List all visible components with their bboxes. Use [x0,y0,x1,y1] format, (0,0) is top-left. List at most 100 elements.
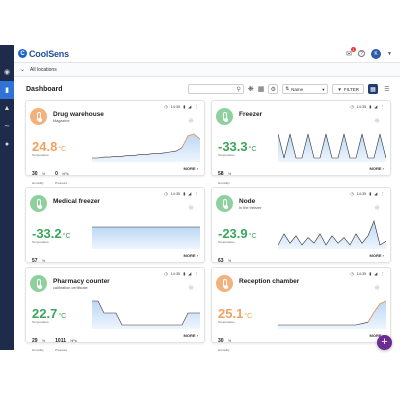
more-label: MORE [369,253,382,258]
bell-icon: ▲ [3,104,11,112]
temperature-reading: 22.7°C [32,306,66,321]
avatar[interactable]: K [371,48,382,59]
temperature-sparkline [92,226,200,249]
rail-item-locations[interactable]: ◉ [0,63,14,81]
more-button[interactable]: MORE › [369,253,384,258]
temperature-sparkline [278,133,386,162]
sensor-card[interactable]: Pharmacy counter calibration certificate ◷… [25,267,205,352]
sort-label: Name [291,86,304,92]
sensor-card[interactable]: Reception chamber ◷ 14:35 ▮ ◢ ⋮ ❋ 25.1°C Tempera… [211,267,391,352]
sensor-status: ◷ 14:35 ▮ ◢ ⋮ [164,271,198,277]
temperature-sparkline [278,220,386,249]
sensor-name: Pharmacy counter [53,278,110,285]
rail-item-users[interactable]: ● [0,135,14,153]
temperature-reading: 24.8°C [32,139,66,154]
sensor-status: ◷ 14:35 ▮ ◢ ⋮ [350,271,384,277]
temperature-reading: -33.3°C [218,139,257,154]
battery-icon: ▮ [369,192,372,196]
kebab-menu-icon[interactable]: ⋮ [194,105,198,109]
sensor-status: ◷ 14:35 ▮ ◢ ⋮ [350,104,384,110]
add-sensor-button[interactable]: + [377,335,392,350]
help-icon[interactable]: ? [358,50,366,57]
list-view-button[interactable]: ☰ [382,84,392,94]
leaf-filter-icon[interactable]: ❋ [247,86,254,93]
temperature-value: -33.3 [218,139,248,154]
logo-mark-icon: C [18,49,27,58]
rail-item-alerts[interactable]: ▲ [0,99,14,117]
sensor-stats: 58 % Humidity [218,162,231,185]
sparkline-area [278,134,386,162]
sensor-status: ◷ 14:35 ▮ ◢ ⋮ [164,191,198,197]
more-label: MORE [369,166,382,171]
leaf-icon: ❋ [188,118,194,125]
sensor-status: ◷ 14:35 ▮ ◢ ⋮ [350,191,384,197]
temperature-reading: 25.1°C [218,306,252,321]
more-button[interactable]: MORE › [183,253,198,258]
leaf-icon: ❋ [374,285,380,292]
temperature-sparkline [92,300,200,329]
stat-label: Humidity [32,181,44,185]
thermometer-icon [30,195,47,212]
brand-logo[interactable]: C CoolSens [18,49,69,59]
stat-label: Humidity [32,348,44,352]
more-button[interactable]: MORE › [183,333,198,338]
sparkline-area [92,134,200,162]
stat-0: 30 % Humidity [218,329,231,352]
sensor-card[interactable]: Node In the freezer ◷ 14:35 ▮ ◢ ⋮ ❋ -23.9°C Tempe… [211,187,391,272]
locations-bar[interactable]: ⌄ All locations [14,63,400,77]
settings-icon[interactable]: ⚙ [268,84,279,94]
grid-view-button[interactable]: ▦ [368,84,378,94]
sort-select[interactable]: ⇅ Name ▼ [282,84,329,94]
dashboard-toolbar: Dashboard ⚲ ❋ ▦ ⚙ ⇅ Name ▼ ▼ FILTER ▦ ☰ [14,80,400,98]
kebab-menu-icon[interactable]: ⋮ [380,272,384,276]
stat-label: Humidity [218,181,230,185]
device-filter-icon[interactable]: ▦ [257,86,265,93]
search-input[interactable]: ⚲ [187,84,244,94]
more-button[interactable]: MORE › [183,166,198,171]
temperature-reading: -23.9°C [218,226,257,241]
top-header: C CoolSens ✉ 1 ? K ▼ [0,44,400,63]
left-rail: ◉ ▮ ▲ ∼ ● [0,45,14,350]
kebab-menu-icon[interactable]: ⋮ [194,192,198,196]
kebab-menu-icon[interactable]: ⋮ [380,192,384,196]
clock-icon: ◷ [350,272,354,276]
sensor-stats: 29 % Humidity 1011 hPa Pressure [32,329,77,352]
users-icon: ● [4,140,10,148]
thermometer-icon [216,275,233,292]
thermometer-icon [216,195,233,212]
kebab-menu-icon[interactable]: ⋮ [194,272,198,276]
kebab-menu-icon[interactable]: ⋮ [380,105,384,109]
leaf-icon: ❋ [374,118,380,125]
filter-button[interactable]: ▼ FILTER [332,84,364,94]
leaf-icon: ❋ [188,285,194,292]
stat-unit: % [42,259,46,263]
notification-bell-icon[interactable]: ✉ 1 [346,46,357,58]
sort-icon: ⇅ [285,86,290,91]
stat-label: Pressure [55,181,68,185]
battery-icon: ▮ [369,105,372,109]
chevron-down-icon[interactable]: ⌄ [20,67,26,73]
account-caret-icon[interactable]: ▼ [387,50,392,57]
temperature-label: Temperature [218,240,235,244]
thermometer-icon: ▮ [5,87,9,94]
stat-unit: % [42,339,46,343]
sensor-card[interactable]: Medical freezer ◷ 14:35 ▮ ◢ ⋮ ❋ -33.2°C Temperat… [25,187,205,272]
stat-value: 29 [32,338,38,344]
more-label: MORE [183,166,196,171]
sensor-name: Medical freezer [53,198,100,205]
temperature-label: Temperature [32,320,49,324]
rail-item-reports[interactable]: ∼ [0,117,14,135]
more-label: MORE [369,333,382,338]
sensor-card[interactable]: Freezer ◷ 14:35 ▮ ◢ ⋮ ❋ -33.3°C Temperature 58 % H… [211,100,391,185]
last-update-time: 14:35 [356,271,367,276]
sparkline-line [92,300,200,326]
signal-icon: ◢ [188,192,192,196]
sparkline-line [278,220,386,246]
rail-item-sensors[interactable]: ▮ [0,81,14,99]
more-button[interactable]: MORE › [369,166,384,171]
sensor-card[interactable]: Drug warehouse Magazine ◷ 14:35 ▮ ◢ ⋮ ❋ 24.8°C Te… [25,100,205,185]
brand-name: CoolSens [29,48,69,59]
clock-icon: ◷ [350,105,354,109]
thermometer-icon [30,108,47,125]
